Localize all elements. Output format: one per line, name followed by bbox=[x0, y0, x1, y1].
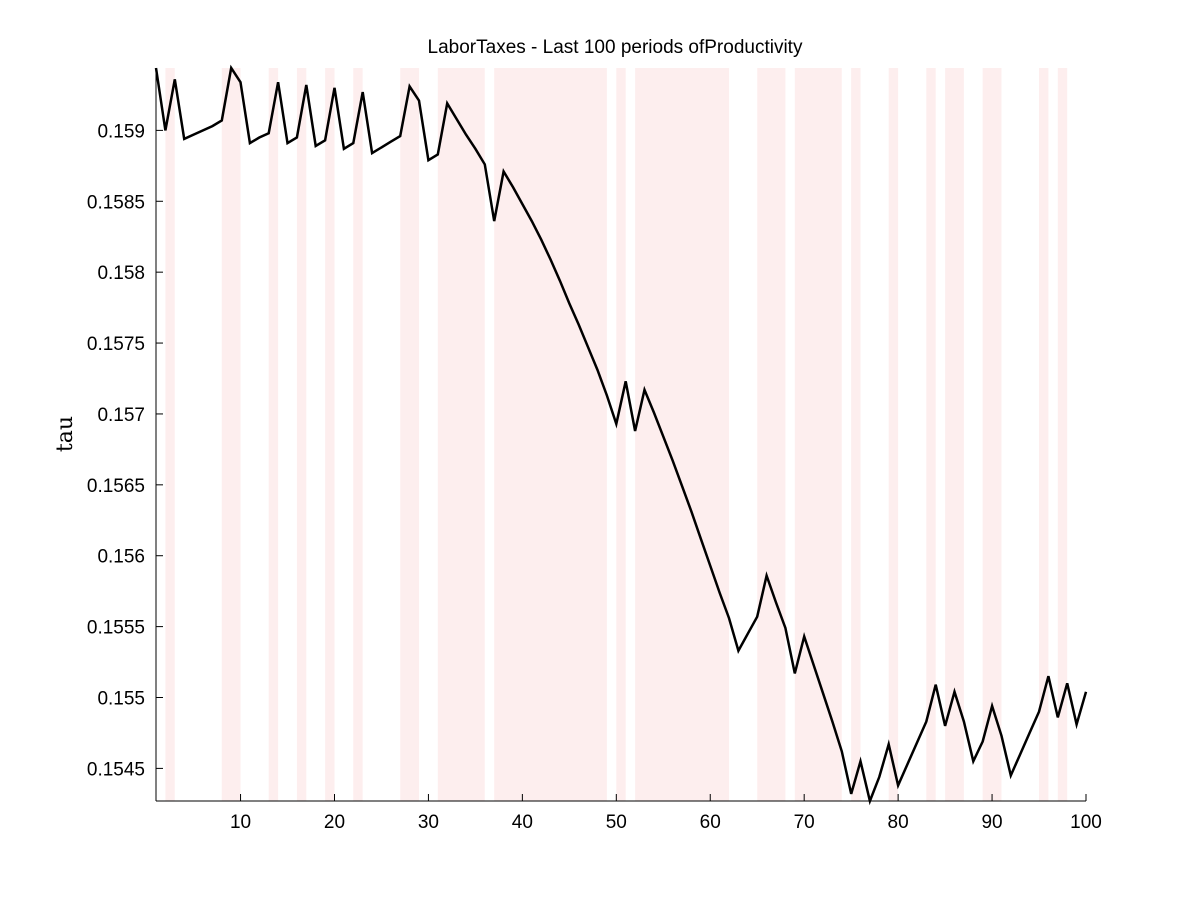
y-tick-label: 0.159 bbox=[97, 121, 145, 142]
x-tick-label: 50 bbox=[606, 812, 627, 833]
shaded-period-18 bbox=[982, 68, 1002, 801]
shaded-period-7 bbox=[400, 68, 420, 801]
shaded-period-6 bbox=[353, 68, 363, 801]
y-tick-label: 0.1555 bbox=[87, 618, 145, 639]
y-tick-label: 0.1585 bbox=[87, 192, 145, 213]
shaded-period-4 bbox=[296, 68, 307, 801]
shaded-period-16 bbox=[926, 68, 936, 801]
shaded-period-15 bbox=[888, 68, 899, 801]
y-tick-label: 0.1575 bbox=[87, 334, 145, 355]
shaded-period-19 bbox=[1039, 68, 1049, 801]
x-tick-label: 20 bbox=[324, 812, 345, 833]
x-tick-label: 10 bbox=[230, 812, 251, 833]
x-tick-label: 60 bbox=[700, 812, 721, 833]
x-tick-label: 40 bbox=[512, 812, 533, 833]
shaded-period-10 bbox=[616, 68, 626, 801]
y-axis-label: tau bbox=[53, 416, 78, 452]
y-tick-label: 0.155 bbox=[97, 689, 145, 710]
shaded-period-12 bbox=[757, 68, 786, 801]
tau-series-line bbox=[154, 64, 1088, 806]
shaded-period-3 bbox=[268, 68, 279, 801]
shaded-period-9 bbox=[494, 68, 607, 801]
shaded-period-8 bbox=[437, 68, 485, 801]
x-tick-label: 100 bbox=[1070, 812, 1102, 833]
x-tick-label: 70 bbox=[794, 812, 815, 833]
shaded-period-20 bbox=[1057, 68, 1068, 801]
y-tick-label: 0.158 bbox=[97, 263, 145, 284]
x-axis-ticks: 10 20 30 40 50 60 70 80 90 100 bbox=[230, 794, 1102, 833]
x-tick-label: 80 bbox=[888, 812, 909, 833]
y-tick-label: 0.156 bbox=[97, 547, 145, 568]
shaded-period-13 bbox=[794, 68, 842, 801]
shaded-period-2 bbox=[221, 68, 241, 801]
shaded-periods bbox=[165, 68, 1068, 801]
axes bbox=[155, 68, 1086, 802]
y-tick-label: 0.1545 bbox=[87, 759, 145, 780]
shaded-period-5 bbox=[325, 68, 335, 801]
chart-title: LaborTaxes - Last 100 periods ofProducti… bbox=[428, 37, 803, 58]
x-tick-label: 30 bbox=[418, 812, 439, 833]
series-layer bbox=[154, 64, 1088, 806]
y-tick-label: 0.1565 bbox=[87, 476, 145, 497]
shaded-period-1 bbox=[165, 68, 175, 801]
y-tick-label: 0.157 bbox=[97, 405, 145, 426]
y-axis-ticks: 0.1545 0.155 0.1555 0.156 0.1565 0.157 0.1575 0… bbox=[87, 121, 163, 780]
x-tick-label: 90 bbox=[981, 812, 1002, 833]
shaded-period-14 bbox=[851, 68, 861, 801]
shaded-period-17 bbox=[945, 68, 964, 801]
shaded-period-11 bbox=[635, 68, 730, 801]
